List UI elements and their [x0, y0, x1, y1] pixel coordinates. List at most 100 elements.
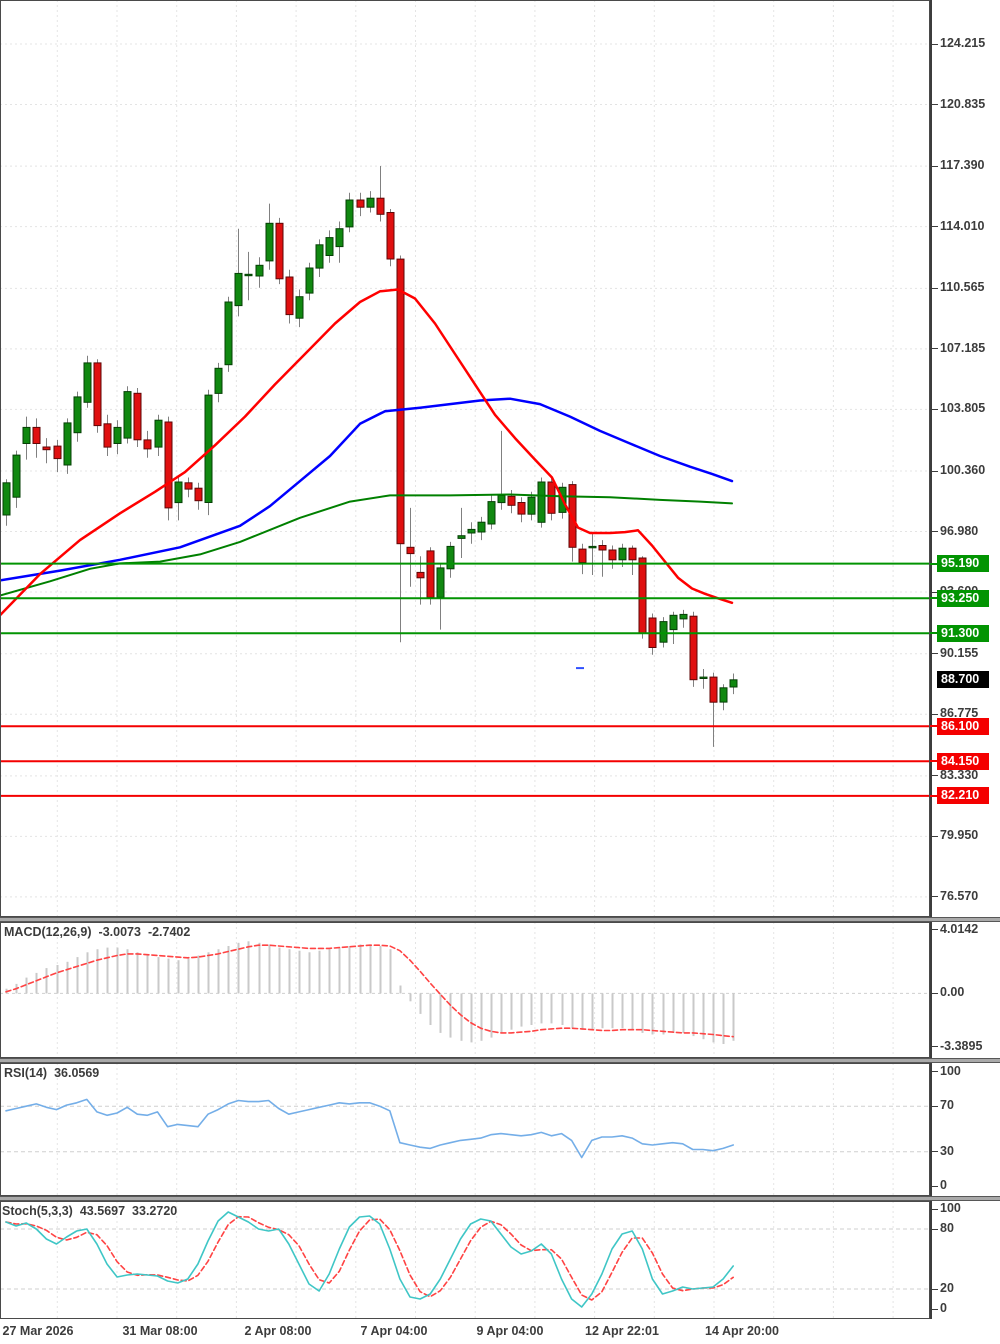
rsi-line — [5, 1098, 735, 1159]
bull-candle — [83, 362, 92, 403]
bear-candle — [416, 571, 425, 579]
axis-tick-mark — [932, 1288, 938, 1290]
bear-candle — [608, 549, 617, 561]
bull-candle — [679, 613, 688, 620]
macd-scale-label: 0.00 — [940, 985, 965, 1000]
bull-candle — [699, 676, 708, 679]
rsi-scale-label: 30 — [940, 1143, 954, 1158]
stoch-scale-label: 20 — [940, 1281, 954, 1295]
green-level-price-label[interactable]: 93.250 — [937, 590, 989, 607]
bull-candle — [305, 267, 314, 294]
current-price-label: 88.700 — [937, 671, 989, 688]
rsi-panel[interactable] — [0, 1063, 930, 1196]
macd-signal-value: -2.7402 — [147, 925, 191, 939]
rsi-scale-label: 100 — [940, 1063, 961, 1078]
panel-border — [0, 1063, 930, 1196]
red-level-price-label[interactable]: 82.210 — [937, 787, 989, 804]
stoch-panel[interactable] — [0, 1201, 930, 1319]
macd-scale-label: -3.3895 — [940, 1038, 983, 1053]
axis-tick-mark — [932, 1308, 938, 1310]
bull-candle — [113, 426, 122, 444]
stoch-plot — [0, 1201, 930, 1319]
time-label: 9 Apr 04:00 — [476, 1324, 544, 1338]
panel-border — [0, 1201, 930, 1319]
bull-candle — [234, 272, 243, 307]
time-axis[interactable]: 27 Mar 2026 31 Mar 08:00 2 Apr 08:00 7 Apr … — [0, 1319, 1000, 1344]
stoch-d-line — [5, 1215, 735, 1301]
bear-candle — [143, 439, 152, 450]
axis-tick-mark — [932, 1151, 938, 1153]
bull-candle — [446, 545, 455, 570]
stoch-scale-label: 0 — [940, 1301, 947, 1315]
macd-signal-line — [5, 944, 735, 1038]
red-level-price-label[interactable]: 84.150 — [937, 753, 989, 770]
bear-candle — [103, 423, 112, 448]
axis-tick-mark — [932, 653, 938, 655]
bull-candle — [12, 454, 21, 498]
price-axis[interactable]: 124.215 120.835 117.390 114.010 110.565 107.1… — [930, 0, 1000, 1319]
bear-candle — [426, 550, 435, 598]
axis-tick-mark — [932, 1046, 938, 1048]
red-level-price-label[interactable]: 86.100 — [937, 718, 989, 735]
bear-candle — [133, 392, 142, 441]
bull-candle — [315, 244, 324, 269]
level-label-connector — [930, 760, 937, 763]
green-level-price-label[interactable]: 95.190 — [937, 555, 989, 572]
bull-candle — [345, 199, 354, 228]
macd-name: MACD(12,26,9) — [4, 925, 92, 939]
price-tick-label: 103.805 — [940, 401, 986, 416]
axis-tick-mark — [932, 1228, 938, 1230]
bull-candle — [527, 496, 536, 515]
green-level-price-label[interactable]: 91.300 — [937, 625, 989, 642]
price-tick-label: 107.185 — [940, 340, 986, 355]
axis-tick-mark — [932, 348, 938, 350]
bull-candle — [457, 535, 466, 539]
bull-candle — [669, 614, 678, 631]
main-chart-panel[interactable] — [0, 0, 930, 917]
price-tick-label: 86.775 — [940, 706, 979, 721]
bear-candle — [356, 199, 365, 208]
level-label-connector — [930, 794, 937, 797]
price-tick-label: 90.155 — [940, 645, 979, 660]
bull-candle — [537, 481, 546, 523]
level-label-connector — [930, 632, 937, 635]
stoch-indicator-label: Stoch(5,3,3) 43.5697 33.2720 — [2, 1204, 184, 1218]
axis-tick-mark — [932, 1185, 938, 1187]
bear-candle — [32, 426, 41, 444]
bull-candle — [588, 545, 597, 549]
panel-divider[interactable] — [0, 917, 1000, 922]
time-label: 7 Apr 04:00 — [360, 1324, 428, 1338]
panel-divider[interactable] — [0, 1196, 1000, 1201]
axis-tick-mark — [932, 713, 938, 715]
bull-candle — [366, 197, 375, 208]
bull-candle — [497, 494, 506, 504]
axis-tick-mark — [932, 43, 938, 45]
time-label: 12 Apr 22:01 — [585, 1324, 659, 1338]
price-tick-label: 100.360 — [940, 463, 986, 478]
price-tick-label: 76.570 — [940, 888, 979, 903]
bull-candle — [335, 228, 344, 248]
macd-scale-label: 4.0142 — [940, 921, 979, 936]
panel-divider[interactable] — [0, 1058, 1000, 1063]
axis-tick-mark — [932, 992, 938, 994]
ma-fast-red-line — [0, 288, 734, 617]
macd-indicator-label: MACD(12,26,9) -3.0073 -2.7402 — [4, 925, 197, 939]
rsi-scale-label: 0 — [940, 1178, 947, 1192]
bull-candle — [265, 222, 274, 262]
bull-candle — [214, 367, 223, 394]
bull-candle — [255, 264, 264, 277]
axis-tick-mark — [932, 1208, 938, 1210]
stoch-scale-label: 100 — [940, 1201, 961, 1215]
bull-candle — [63, 422, 72, 466]
bear-candle — [285, 276, 294, 316]
stoch-scale-label: 80 — [940, 1221, 954, 1235]
panel-border — [0, 922, 930, 1058]
price-tick-label: 117.390 — [940, 158, 985, 173]
axis-tick-mark — [932, 531, 938, 533]
macd-panel[interactable] — [0, 922, 930, 1058]
bear-candle — [93, 362, 102, 427]
bull-candle — [244, 273, 253, 277]
stoch-d-value: 33.2720 — [132, 1204, 178, 1218]
bull-candle — [2, 482, 11, 516]
axis-tick-mark — [932, 226, 938, 228]
